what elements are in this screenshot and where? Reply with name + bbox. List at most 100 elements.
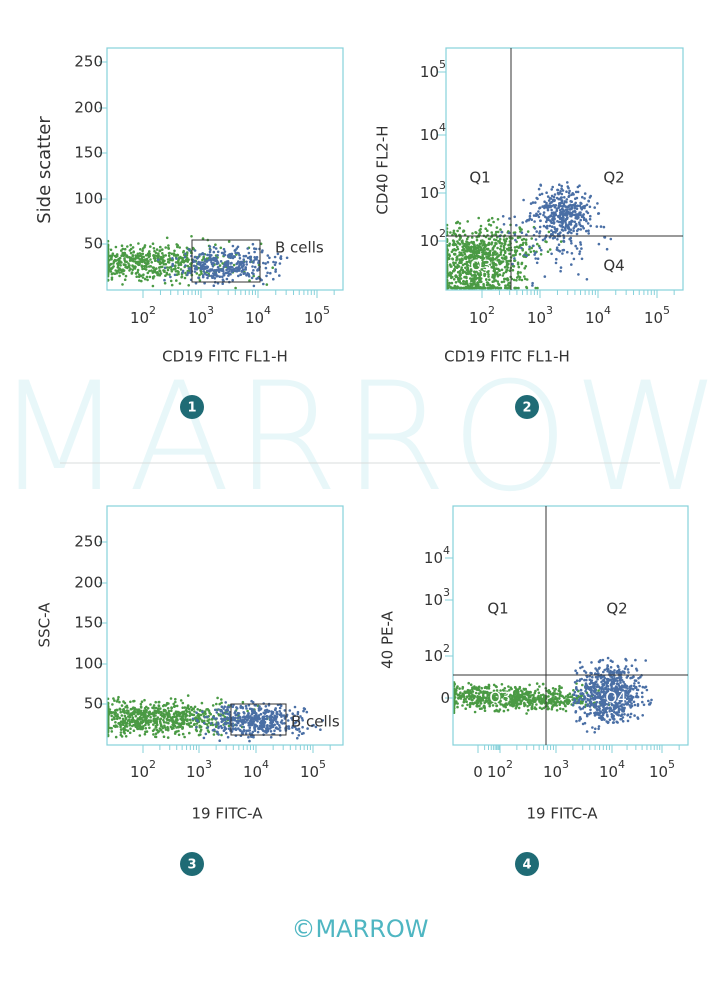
event-dot [245,274,248,277]
event-dot [122,269,125,273]
event-dot [486,263,489,266]
event-dot [566,693,570,697]
event-dot [149,715,152,719]
event-dot [141,247,145,250]
event-dot [177,733,181,737]
event-dot [180,723,183,726]
event-dot [578,678,582,681]
event-dot [500,230,504,234]
event-dot [562,702,566,705]
event-dot [622,680,625,684]
tick-label: 250 [74,533,103,551]
event-dot [479,231,482,234]
event-dot [240,270,244,273]
event-dot [226,260,230,264]
event-dot [110,272,114,276]
event-dot [275,727,279,730]
event-dot [302,707,306,710]
event-dot [219,260,223,263]
event-dot [493,275,496,279]
event-dot [247,716,250,720]
event-dot [232,263,236,267]
event-dot [565,190,568,193]
event-dot [465,700,468,703]
event-dot [242,272,245,276]
event-dot [632,700,636,704]
event-dot [461,271,465,274]
event-dot [461,268,465,272]
event-dot [485,283,489,287]
event-dot [262,282,265,286]
quadrant-label: Q1 [469,169,490,187]
event-dot [581,722,585,726]
event-dot [118,271,121,274]
event-dot [129,243,132,247]
event-dot [447,284,451,287]
event-dot [255,258,258,261]
event-dot [467,249,470,252]
event-dot [521,690,524,694]
event-dot [202,261,205,264]
event-dot [562,202,566,205]
event-dot [275,713,279,716]
event-dot [129,247,133,251]
event-dot [452,263,456,267]
event-dot [588,205,592,209]
event-dot [152,711,155,715]
event-dot [518,226,521,229]
event-dot [279,704,283,707]
event-dot [458,258,461,261]
event-dot [463,242,467,246]
event-dot [488,260,491,263]
event-dot [112,262,115,265]
event-dot [274,270,277,273]
event-dot [198,273,201,277]
event-dot [574,244,577,248]
event-dot [557,205,561,209]
event-dot [241,700,245,704]
event-dot [472,240,476,244]
tick-label: 50 [84,695,103,713]
event-dot [283,722,286,725]
event-dot [456,705,459,709]
event-dot [166,707,170,710]
event-dot [552,195,556,199]
event-dot [129,727,132,730]
event-dot [239,273,242,277]
tick-base: 10 [420,232,439,250]
event-dot [523,253,526,257]
event-dot [534,201,537,204]
event-dot [206,719,209,722]
event-dot [234,286,237,290]
event-dot [154,257,157,260]
event-dot [149,265,152,268]
event-dot [555,709,559,712]
event-dot [614,712,618,715]
gate-label: B cells [275,239,324,257]
event-dot [249,735,253,738]
event-dot [634,695,638,699]
event-dot [188,725,192,728]
event-dot [478,270,482,273]
event-dot [544,240,547,243]
event-dot [495,267,499,271]
event-dot [516,703,519,706]
event-dot [270,719,274,723]
event-dot [169,275,172,279]
event-dot [274,261,278,264]
event-dot [492,263,495,267]
event-dot [210,274,213,278]
event-dot [547,205,551,208]
event-dot [123,247,127,251]
event-dot [550,188,553,191]
event-dot [598,716,601,720]
event-dot [132,699,135,703]
event-dot [475,284,479,287]
event-dot [563,227,567,230]
event-dot [129,251,133,255]
event-dot [490,265,494,269]
event-dot [154,735,158,739]
event-dot [577,273,580,276]
event-dot [111,266,114,270]
event-dot [144,254,148,257]
